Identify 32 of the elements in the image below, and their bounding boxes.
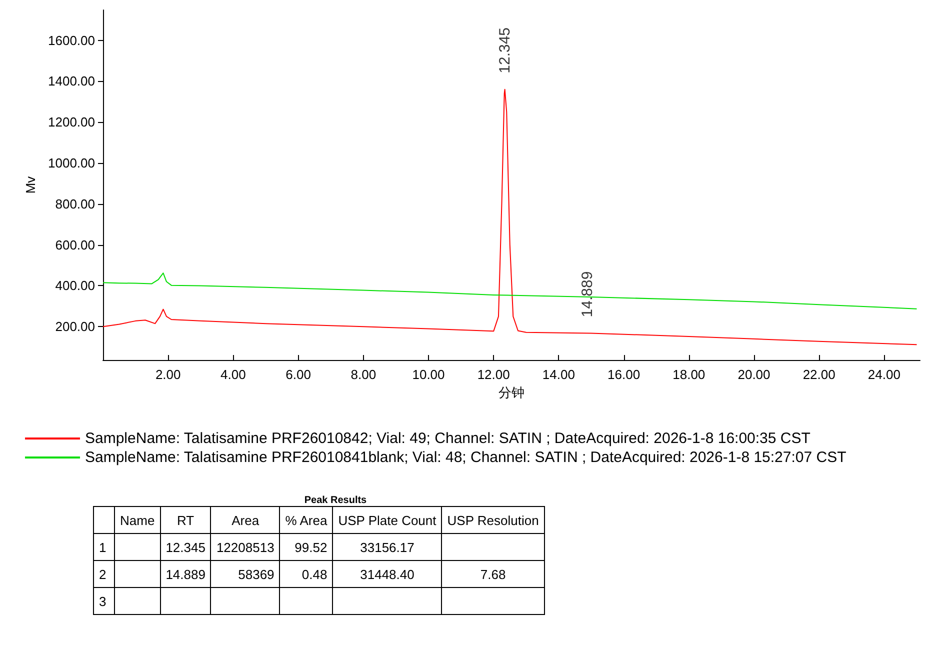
x-tick-label: 14.00 bbox=[542, 367, 575, 382]
y-tick-label: 1400.00 bbox=[48, 74, 95, 89]
y-tick-label: 400.00 bbox=[55, 278, 95, 294]
x-tick-label: 6.00 bbox=[286, 367, 311, 382]
line-series bbox=[102, 88, 918, 346]
text: Name RT Area % Area USP Plate Count USP Resolution bbox=[120, 512, 539, 528]
y-tick-label: 1600.00 bbox=[48, 32, 95, 48]
text: Peak Results bbox=[303, 495, 368, 506]
x-tick-label: 16.00 bbox=[608, 367, 640, 382]
legend-label: SampleName: Talatisamine PRF26010842; Vial: 49; Channel: SATIN ; DateAcquired: 2026-1-8 16:00:35 CST bbox=[85, 430, 810, 447]
y-tick-label: 1000.00 bbox=[48, 156, 95, 171]
y-tick-label: 800.00 bbox=[55, 196, 95, 212]
y-tick-label: 1200.00 bbox=[48, 114, 95, 130]
x-tick-label: 18.00 bbox=[672, 367, 706, 382]
x-tick-label: 2.00 bbox=[155, 367, 181, 382]
x-axis-title: 分钟 bbox=[498, 385, 524, 400]
text: 1 12.345 12208513 99.52 33156.17 bbox=[99, 540, 414, 554]
text: 3 bbox=[94, 588, 114, 614]
x-tick-label: 24.00 bbox=[868, 367, 900, 382]
y-tick-label: 600.00 bbox=[55, 237, 95, 252]
y-tick-label: 200.00 bbox=[55, 319, 95, 334]
x-tick-label: 20.00 bbox=[738, 367, 770, 382]
x-tick-label: 4.00 bbox=[220, 367, 246, 382]
x-tick-label: 12.00 bbox=[477, 367, 510, 382]
text: 2 14.889 58369 0.48 31448.40 7.68 bbox=[99, 566, 506, 582]
x-tick-label: 22.00 bbox=[802, 367, 836, 382]
legend-label: SampleName: Talatisamine PRF26010841blank; Vial: 48; Channel: SATIN ; DateAcquired: 2026-1-8 15:27:07 CST bbox=[85, 449, 846, 466]
annotation: 12.345 bbox=[496, 27, 514, 74]
y-axis-title: Mv bbox=[23, 176, 38, 194]
annotation: 14.889 bbox=[579, 271, 596, 318]
x-tick-label: 8.00 bbox=[350, 367, 376, 382]
x-tick-label: 10.00 bbox=[412, 367, 445, 382]
